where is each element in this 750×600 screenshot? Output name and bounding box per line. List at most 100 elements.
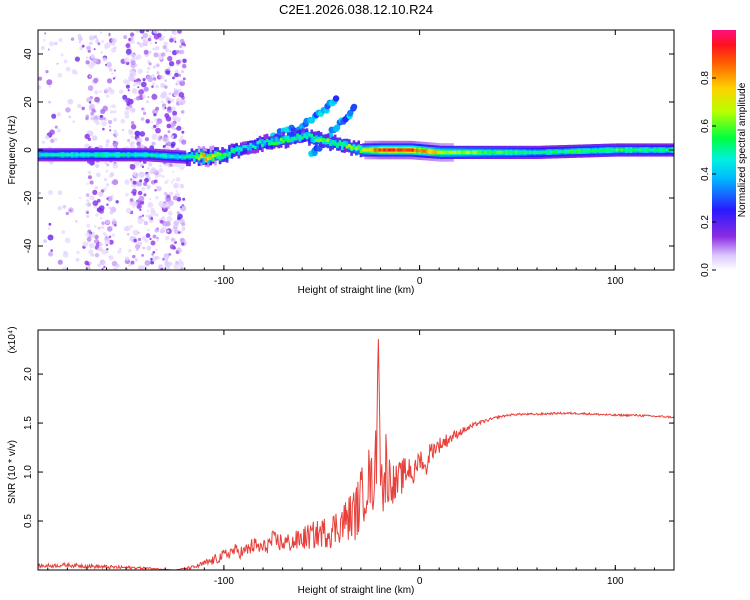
spectrogram-ridge-cell — [232, 149, 236, 153]
spectrogram-ridge-cell — [326, 138, 330, 142]
spectrogram-noise-dot — [112, 163, 119, 169]
spectrogram-noise-dot — [143, 86, 149, 92]
spectrogram-noise-dot — [157, 137, 162, 141]
spectrogram-ridge-cell — [96, 153, 100, 157]
spectrogram-ridge-cell — [275, 136, 278, 143]
spectrogram-ridge-cell — [500, 150, 504, 154]
spectrogram-ridge-cell — [618, 148, 621, 152]
spectrogram-noise-dot — [125, 43, 131, 48]
spectrogram-noise-dot — [171, 121, 177, 127]
spectrogram-ridge-cell — [526, 150, 529, 154]
spectrogram-ridge-cell — [209, 156, 212, 160]
spectrogram-ridge-cell — [449, 150, 452, 154]
spectrogram-noise-dot — [109, 129, 112, 132]
spectrogram-noise-dot — [125, 48, 132, 55]
spectrogram-noise-dot — [90, 61, 94, 65]
spectrogram-noise-dot — [155, 121, 160, 126]
spectrogram-ridge-cell — [270, 138, 274, 144]
spectrogram-noise-dot — [146, 184, 151, 189]
spectrogram-noise-dot — [125, 225, 131, 232]
spectrogram-ridge-cell — [474, 150, 478, 154]
spectrogram-noise-dot — [147, 37, 152, 42]
spectrogram-noise-dot — [133, 79, 137, 83]
spectrogram-ridge-cell — [200, 154, 203, 159]
spectrogram-ridge-cell — [134, 153, 137, 157]
snr-x-tick-label: 0 — [417, 576, 423, 587]
spectrogram-ridge-cell — [650, 148, 654, 152]
spectrogram-noise-dot — [150, 258, 153, 261]
spectrogram-ridge-cell — [458, 150, 461, 154]
spectrogram-noise-dot — [137, 216, 142, 220]
spectrogram-noise-dot — [122, 94, 128, 100]
spectrogram-ridge-cell — [463, 150, 466, 154]
spectrogram-ridge-cell — [460, 150, 464, 154]
spectrogram-ridge-cell — [92, 153, 95, 157]
spectrogram-ridge-cell — [425, 149, 429, 153]
spectrogram-noise-dot — [43, 239, 47, 243]
spectrogram-ridge-cell — [498, 150, 501, 154]
snr-line-layer — [38, 339, 674, 570]
spectrogram-ridge-cell — [601, 148, 605, 152]
spectrogram-noise-dot — [162, 136, 168, 142]
spectrogram-noise-dot — [86, 236, 92, 242]
spectrogram-ridge-cell — [73, 153, 76, 157]
spectrogram-ridge-cell — [303, 134, 306, 138]
spectrogram-ridge-cell — [228, 152, 231, 159]
spectrogram-ridge-cell — [319, 138, 323, 142]
spectrogram-noise-dot — [51, 113, 57, 119]
spectrogram-ridge-cell — [404, 148, 407, 152]
spectrogram-noise-dot — [74, 56, 80, 62]
spectrogram-panel: -100 0 100 -40 -20 0 20 40 Height of straight … — [7, 29, 675, 296]
spectrogram-noise-dot — [123, 79, 129, 85]
spectrogram-ridge-cell — [268, 141, 271, 146]
spectrogram-noise-dot — [77, 34, 82, 39]
spectrogram-noise-dot — [138, 195, 145, 202]
spectrogram-ridge-cell — [249, 144, 252, 151]
spectrogram-noise-dot — [165, 235, 170, 241]
spectrogram-noise-dot — [147, 96, 150, 98]
snr-y-ticks: 0.5 1.0 1.5 2.0 — [23, 367, 674, 528]
spectrogram-noise-dot — [179, 80, 186, 87]
spectrogram-ridge-cell — [235, 147, 238, 151]
spectrogram-ridge-cell — [528, 150, 532, 154]
spectrogram-noise-dot — [133, 82, 138, 86]
spectrogram-noise-dot — [126, 233, 130, 236]
spectrogram-noise-dot — [156, 236, 159, 240]
spectrogram-noise-dot — [48, 100, 51, 104]
spectrogram-ridge-cell — [355, 146, 358, 151]
spectrogram-noise-dot — [133, 98, 137, 101]
spectrogram-noise-dot — [178, 99, 184, 105]
spectrogram-ridge-cell — [625, 148, 628, 152]
spectrogram-noise-dot — [160, 100, 164, 104]
spectrogram-noise-dot — [44, 32, 47, 35]
spectrogram-noise-dot — [117, 249, 122, 254]
spectrogram-noise-dot — [169, 162, 173, 167]
spectrogram-noise-dot — [95, 213, 99, 217]
spectrogram-ridge-cell — [603, 148, 607, 152]
spectrogram-noise-dot — [155, 195, 159, 200]
spectrogram-ridge-cell — [237, 146, 241, 150]
spectrogram-noise-dot — [132, 188, 137, 194]
spectrogram-ridge-cell — [228, 151, 231, 155]
spectrogram-noise-dot — [94, 186, 99, 190]
spectrogram-noise-dot — [114, 267, 118, 270]
spectrogram-ridge-cell — [352, 146, 356, 150]
spectrogram-noise-dot — [172, 170, 175, 173]
spectrogram-noise-dot — [131, 52, 136, 58]
spectrogram-noise-dot — [161, 52, 166, 57]
spectrogram-ridge-cell — [308, 133, 311, 144]
spectrogram-noise-dot — [147, 229, 150, 232]
spectrogram-noise-dot — [88, 261, 92, 265]
spectrogram-noise-dot — [172, 178, 176, 181]
spectrogram-noise-dot — [139, 179, 143, 183]
spectrogram-noise-dot — [146, 75, 152, 80]
spectrogram-noise-dot — [94, 163, 100, 169]
spectrogram-noise-dot — [44, 135, 50, 140]
spectrogram-ridge-cell — [190, 152, 194, 158]
spectrogram-noise-dot — [178, 92, 185, 98]
spectrogram-noise-dot — [86, 214, 90, 218]
spectrogram-noise-dot — [101, 120, 107, 127]
spectrogram-ridge-cell — [265, 138, 269, 142]
spectrogram-ridge-cell — [178, 155, 182, 159]
